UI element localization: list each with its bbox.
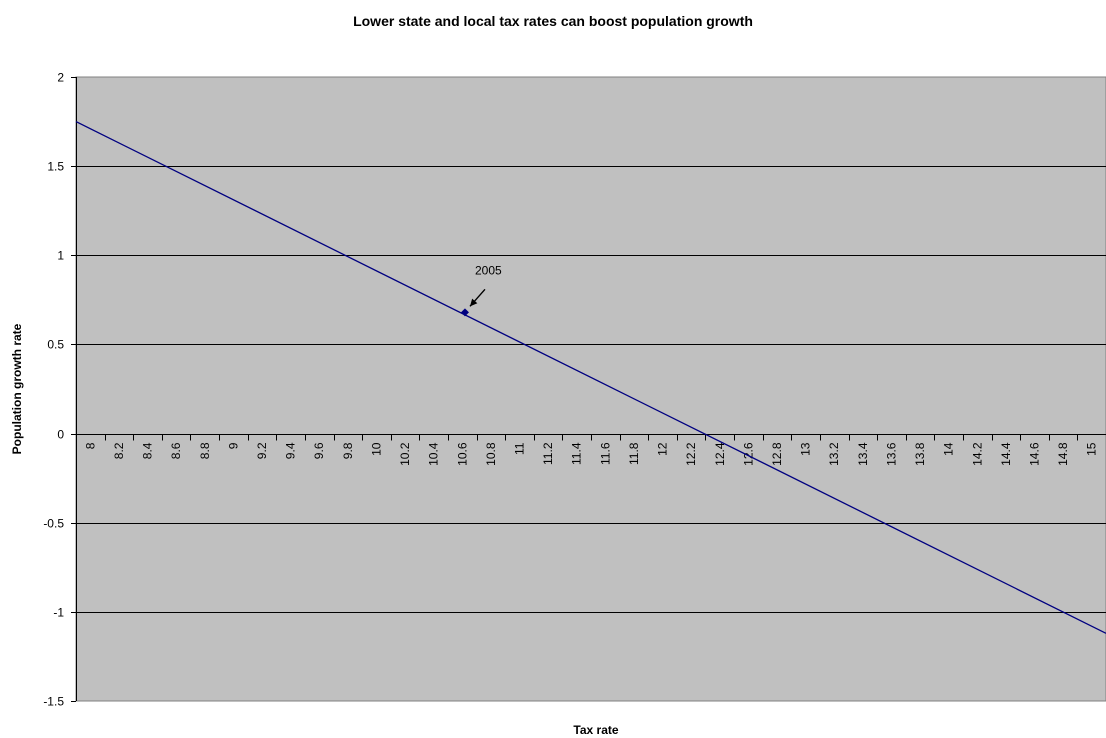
x-tick-label: 13.2 [827, 442, 841, 466]
annotation-label: 2005 [475, 263, 502, 277]
y-tick-label: -0.5 [43, 517, 64, 531]
x-tick-label: 12.8 [770, 442, 784, 466]
series-layer [75, 121, 1106, 634]
y-tick-label: -1 [53, 606, 64, 620]
y-tick-label: 1 [57, 249, 64, 263]
y-tick-label: 1.5 [47, 160, 64, 174]
x-tick-label: 8.4 [141, 442, 155, 459]
x-tick-label: 11.2 [541, 442, 555, 465]
x-tick-label: 14.4 [999, 442, 1013, 466]
x-axis: 8 8.2 8.4 8.6 8.8 9 9.2 9.4 9.6 9.8 10 10.2 10.4 10.6… [76, 434, 1106, 466]
x-tick-label: 10.8 [484, 442, 498, 466]
x-tick-label: 10.4 [427, 442, 441, 466]
x-tick-label: 14 [942, 442, 956, 456]
x-tick-label: 9.6 [312, 442, 326, 459]
x-tick-label: 12.4 [713, 442, 727, 466]
x-tick-label: 12.2 [684, 442, 698, 466]
x-tick-label: 8.6 [169, 442, 183, 459]
y-tick-label: -1.5 [43, 695, 64, 709]
x-tick-label: 14.2 [970, 442, 984, 466]
x-tick-label: 10.6 [455, 442, 469, 466]
plot-area [75, 76, 1106, 702]
x-tick-label: 12.6 [741, 442, 755, 466]
x-tick-label: 8.8 [198, 442, 212, 459]
x-tick-label: 14.6 [1027, 442, 1041, 466]
annotation-arrowhead [469, 298, 478, 307]
x-tick-label: 10 [369, 442, 383, 456]
x-tick-label: 13.8 [913, 442, 927, 466]
x-tick-label: 9.8 [341, 442, 355, 459]
x-tick-label: 12 [656, 442, 670, 456]
x-tick-label: 11.4 [570, 442, 584, 465]
series-line [75, 121, 1106, 634]
data-point-marker [460, 308, 469, 317]
x-tick-label: 11.6 [598, 442, 612, 465]
x-tick-label: 10.2 [398, 442, 412, 466]
x-tick-label: 9.4 [284, 442, 298, 459]
y-tick-label: 2 [57, 71, 64, 85]
x-tick-label: 9.2 [255, 442, 269, 459]
chart-title: Lower state and local tax rates can boos… [353, 13, 753, 29]
x-tick-label: 13.4 [856, 442, 870, 466]
x-tick-label: 13.6 [884, 442, 898, 466]
y-tick-label: 0 [57, 428, 64, 442]
x-axis-title: Tax rate [573, 723, 618, 737]
x-tick-label: 11 [512, 442, 526, 455]
y-tick-label: 0.5 [47, 338, 64, 352]
x-tick-label: 15 [1085, 442, 1099, 456]
x-tick-label: 13 [799, 442, 813, 456]
x-tick-label: 8.2 [112, 442, 126, 459]
x-tick-label: 11.8 [627, 442, 641, 465]
annotation-layer: 2005 [469, 263, 502, 307]
x-tick-label: 14.8 [1056, 442, 1070, 466]
y-axis: -1.5 -1 -0.5 0 0.5 1 1.5 2 [43, 71, 77, 709]
y-axis-title: Population growth rate [10, 323, 24, 454]
x-tick-label: 9 [226, 442, 240, 449]
x-tick-label: 8 [83, 442, 97, 449]
